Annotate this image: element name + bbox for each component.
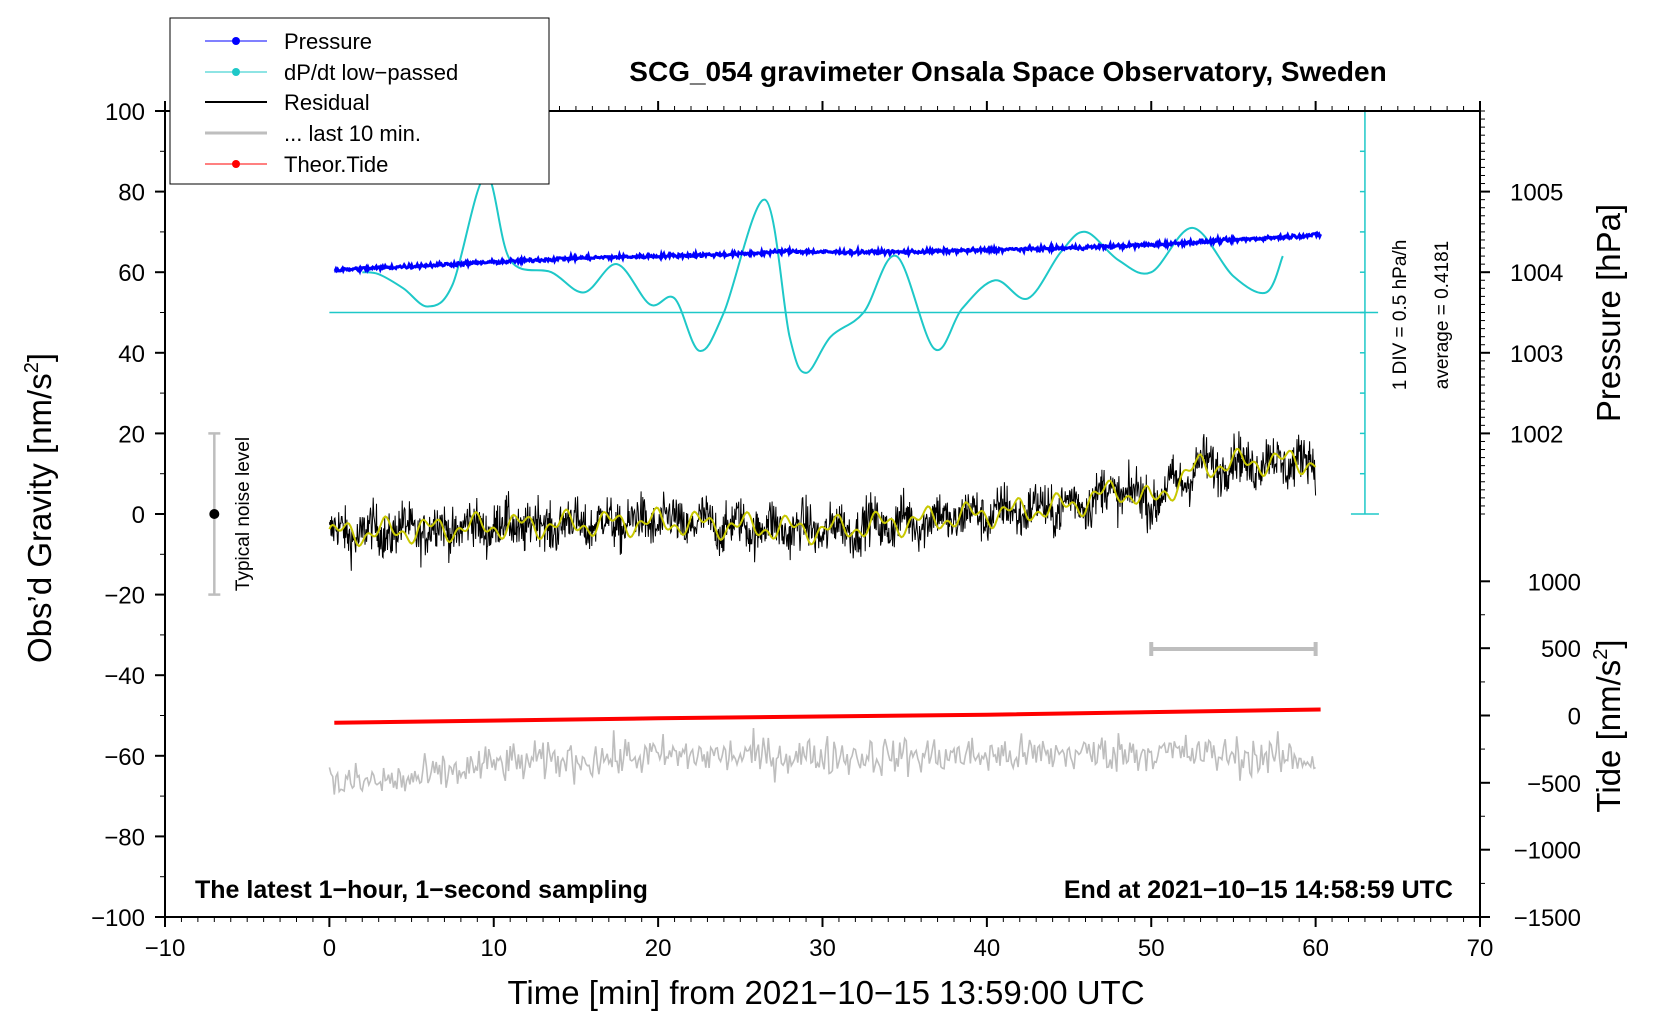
tide-tick-label: −500	[1527, 771, 1581, 798]
x-tick-label: 0	[323, 935, 336, 962]
pressure-series-line	[333, 230, 1322, 276]
tide-tick-label: −1500	[1514, 905, 1581, 932]
x-tick-label: 50	[1138, 935, 1165, 962]
x-tick-label: 20	[645, 935, 672, 962]
pressure-tick-label: 1002	[1510, 421, 1563, 448]
y-axis-label-tide: Tide [nm/s2]	[1590, 639, 1627, 812]
y-axis-label-tide-end: ]	[1590, 639, 1627, 648]
tide-tick-label: 0	[1568, 704, 1581, 731]
residual-series-line	[328, 431, 1317, 571]
tide-series-line	[334, 707, 1321, 725]
axes-layer: −10 0 10 20 30 40 50 60 70−100−80−60−40−20020406…	[91, 99, 1581, 962]
legend-label-last10: ... last 10 min.	[284, 121, 421, 146]
y-tick-label: −80	[104, 824, 145, 851]
legend-item-dpdt: dP/dt low−passed	[205, 60, 458, 85]
x-tick-label: 60	[1302, 935, 1329, 962]
y-axis-label-left-main: Obs’d Gravity [nm/s	[21, 373, 58, 663]
chart-title: SCG_054 gravimeter Onsala Space Observat…	[629, 56, 1386, 87]
legend-item-pressure: Pressure	[205, 29, 372, 54]
x-tick-label: 10	[480, 935, 507, 962]
y-tick-label: 100	[105, 99, 145, 126]
pressure-tick-label: 1005	[1510, 180, 1563, 207]
residual-smoothed-series-line	[328, 447, 1317, 548]
x-tick-label: 40	[974, 935, 1001, 962]
scale-bar-label-2: average = 0.4181	[1432, 241, 1453, 389]
y-axis-label-left-end: ]	[21, 353, 58, 362]
y-tick-label: −60	[104, 744, 145, 771]
legend-label-pressure: Pressure	[284, 29, 372, 54]
y-axis-label-tide-main: Tide [nm/s	[1590, 660, 1627, 813]
legend-label-dpdt: dP/dt low−passed	[284, 60, 458, 85]
y-tick-label: −100	[91, 905, 145, 932]
y-axis-label-pressure: Pressure [hPa]	[1590, 204, 1627, 422]
dpdt-series-line	[362, 174, 1284, 374]
legend: Pressure dP/dt low−passed Residual ... l…	[169, 17, 550, 185]
y-tick-label: −20	[104, 583, 145, 610]
legend-item-residual: Residual	[205, 90, 370, 115]
pressure-tick-label: 1004	[1510, 260, 1563, 287]
legend-label-residual: Residual	[284, 90, 370, 115]
legend-marker-tide	[232, 160, 240, 168]
x-axis-label: Time [min] from 2021−10−15 13:59:00 UTC	[507, 974, 1144, 1011]
bottom-right-note: End at 2021−10−15 14:58:59 UTC	[1064, 876, 1453, 904]
noise-level-label: Typical noise level	[233, 437, 254, 591]
legend-marker-dpdt	[232, 68, 240, 76]
legend-label-tide: Theor.Tide	[284, 152, 388, 177]
y-tick-label: 40	[118, 341, 145, 368]
x-tick-label: −10	[145, 935, 186, 962]
noise-offset-series-line	[328, 727, 1316, 795]
legend-marker-pressure	[232, 37, 240, 45]
tide-tick-label: −1000	[1514, 838, 1581, 865]
x-tick-label: 30	[809, 935, 836, 962]
y-tick-label: 80	[118, 180, 145, 207]
scale-bar-label-1: 1 DIV = 0.5 hPa/h	[1390, 240, 1411, 391]
y-axis-label-left: Obs’d Gravity [nm/s2]	[21, 353, 58, 663]
y-tick-label: −40	[104, 663, 145, 690]
y-axis-label-left-sup: 2	[21, 362, 43, 373]
y-tick-label: 0	[132, 502, 145, 529]
bottom-left-note: The latest 1−hour, 1−second sampling	[195, 876, 648, 904]
legend-item-last10: ... last 10 min.	[205, 121, 421, 146]
y-tick-label: 20	[118, 421, 145, 448]
pressure-tick-label: 1003	[1510, 341, 1563, 368]
y-tick-label: 60	[118, 260, 145, 287]
y-axis-label-tide-sup: 2	[1590, 649, 1612, 660]
plot-layer	[208, 110, 1379, 795]
noise-level-center-dot	[209, 509, 220, 519]
tide-tick-label: 500	[1541, 636, 1581, 663]
x-tick-label: 70	[1467, 935, 1494, 962]
legend-item-tide: Theor.Tide	[205, 152, 388, 177]
tide-tick-label: 1000	[1528, 569, 1581, 596]
